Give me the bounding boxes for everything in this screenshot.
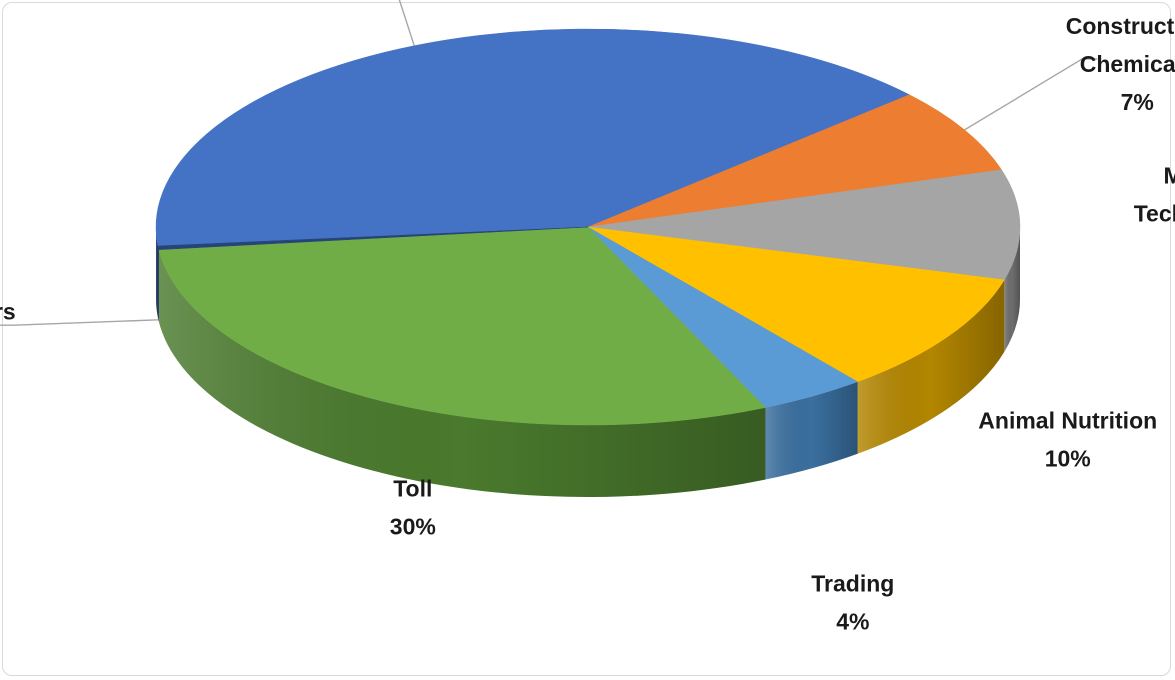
pie-slice-5 [158, 226, 766, 426]
pie-slice-2 [587, 169, 1021, 281]
slice-name-label-4: Trading [811, 571, 894, 597]
slice-pct-label-5: 30% [390, 514, 436, 540]
slice-pct-label-1: 7% [1121, 89, 1154, 115]
slice-name-label-5: Toll [393, 476, 432, 502]
pie-side-shade-6 [157, 245, 159, 322]
slice-labels: WaterTechnologies40%ConstructionChemical… [0, 13, 1175, 635]
slice-pct-label-4: 4% [836, 609, 869, 635]
pie-slice-6 [157, 226, 589, 250]
pie-side-shade-0 [156, 227, 158, 318]
slice-name-label-1: Construction [1066, 13, 1175, 39]
pie-slice-0 [155, 28, 910, 247]
pie-slice-3 [587, 226, 1005, 382]
slice-name-label-6: Polymers [0, 298, 16, 324]
pie-side-shade-3 [857, 279, 1005, 454]
pie-side-shade-2 [1004, 227, 1020, 352]
leader-lines [0, 0, 1098, 326]
pie-side-shade-4 [765, 381, 858, 480]
pie-slice-1 [587, 94, 1002, 228]
slice-name-label-1: Chemicals [1080, 51, 1175, 77]
leader-line-6 [0, 319, 159, 326]
slice-name-label-2: Technologies [1134, 201, 1175, 227]
slice-pct-label-3: 10% [1045, 446, 1091, 472]
pie-tops [155, 28, 1021, 426]
leader-line-0 [398, 0, 415, 46]
pie-sides [156, 227, 1020, 498]
slice-name-label-3: Animal Nutrition [978, 408, 1157, 434]
leader-line-1 [964, 58, 1098, 131]
slice-name-label-2: Material [1163, 163, 1175, 189]
pie-side-shade-5 [158, 249, 766, 498]
